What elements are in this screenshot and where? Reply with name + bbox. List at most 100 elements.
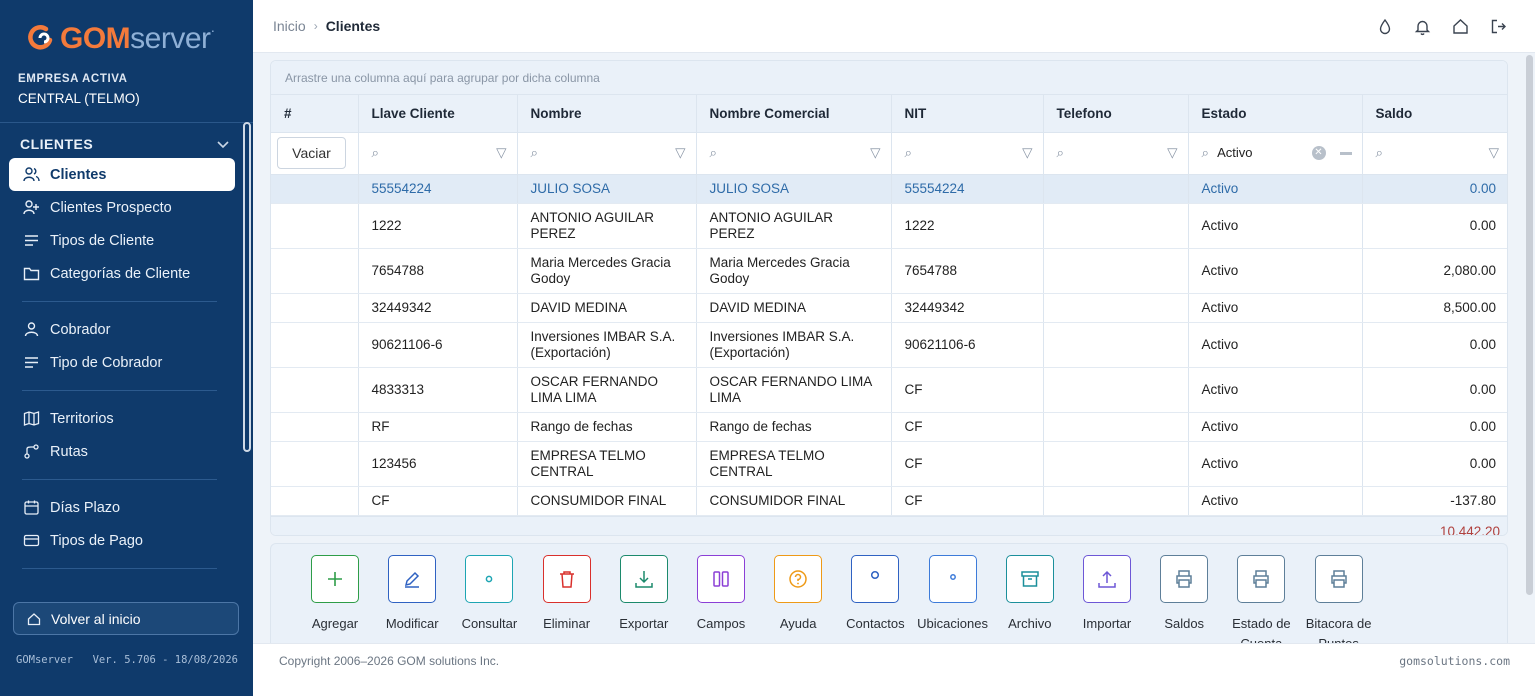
cell-telefono[interactable] xyxy=(1043,412,1189,442)
cell-index[interactable] xyxy=(271,174,359,204)
modificar-button[interactable]: Modificar xyxy=(373,555,451,634)
pencil-icon[interactable] xyxy=(388,555,437,603)
sidebar-item-tipos-pago[interactable]: Tipos de Pago xyxy=(9,524,235,557)
cell-telefono[interactable] xyxy=(1043,322,1189,368)
column-header-telefono[interactable]: Telefono xyxy=(1043,95,1189,133)
filter-nombre[interactable]: ⌕ ▽ xyxy=(517,132,697,175)
printer-icon[interactable] xyxy=(1160,555,1209,603)
archivo-button[interactable]: Archivo xyxy=(991,555,1069,634)
cell-telefono[interactable] xyxy=(1043,441,1189,487)
table-row[interactable]: 123456 EMPRESA TELMO CENTRAL EMPRESA TELMO… xyxy=(271,441,1507,487)
cell-nit[interactable]: CF xyxy=(891,486,1044,516)
cell-nit[interactable]: 55554224 xyxy=(891,174,1044,204)
table-row[interactable]: CF CONSUMIDOR FINAL CONSUMIDOR FINAL CF Acti… xyxy=(271,486,1507,516)
trash-icon[interactable] xyxy=(542,555,591,603)
sidebar-item-territorios[interactable]: Territorios xyxy=(9,402,235,435)
cell-estado[interactable]: Activo xyxy=(1188,486,1363,516)
column-header-index[interactable]: # xyxy=(271,95,359,133)
printer-icon[interactable] xyxy=(1314,555,1363,603)
agregar-button[interactable]: Agregar xyxy=(296,555,374,634)
cell-index[interactable] xyxy=(271,441,359,487)
cell-comercial[interactable]: DAVID MEDINA xyxy=(696,293,892,323)
table-row[interactable]: 4833313 OSCAR FERNANDO LIMA LIMA OSCAR FER… xyxy=(271,367,1507,413)
filter-icon[interactable]: ▽ xyxy=(1488,145,1499,160)
eye-icon[interactable] xyxy=(465,555,514,603)
column-header-estado[interactable]: Estado xyxy=(1188,95,1363,133)
group-by-drop-area[interactable]: Arrastre una columna aquí para agrupar p… xyxy=(271,61,1507,95)
breadcrumb-home[interactable]: Inicio xyxy=(273,18,306,34)
estado-de-cuenta-button[interactable]: Estado de Cuenta xyxy=(1222,555,1300,643)
cell-saldo[interactable]: 0.00 xyxy=(1362,203,1507,249)
cell-estado[interactable]: Activo xyxy=(1188,174,1363,204)
cell-nombre[interactable]: DAVID MEDINA xyxy=(517,293,697,323)
cell-telefono[interactable] xyxy=(1043,248,1189,294)
cell-nombre[interactable]: Maria Mercedes Gracia Godoy xyxy=(517,248,697,294)
cell-nombre[interactable]: ANTONIO AGUILAR PEREZ xyxy=(517,203,697,249)
map-pin-icon[interactable] xyxy=(928,555,977,603)
filter-icon[interactable]: ▽ xyxy=(496,145,507,160)
cell-nit[interactable]: 90621106-6 xyxy=(891,322,1044,368)
campos-button[interactable]: Campos xyxy=(682,555,760,634)
saldos-button[interactable]: Saldos xyxy=(1145,555,1223,634)
cell-comercial[interactable]: Maria Mercedes Gracia Godoy xyxy=(696,248,892,294)
cell-comercial[interactable]: EMPRESA TELMO CENTRAL xyxy=(696,441,892,487)
filter-comercial[interactable]: ⌕ ▽ xyxy=(696,132,892,175)
table-row[interactable]: 1222 ANTONIO AGUILAR PEREZ ANTONIO AGUILAR… xyxy=(271,203,1507,249)
sidebar-item-cobrador[interactable]: Cobrador xyxy=(9,313,235,346)
table-row[interactable]: RF Rango de fechas Rango de fechas CF Activo… xyxy=(271,412,1507,442)
columns-icon[interactable] xyxy=(697,555,745,603)
cell-nit[interactable]: 32449342 xyxy=(891,293,1044,323)
theme-drop-icon[interactable] xyxy=(1374,16,1395,37)
sidebar-scrollbar[interactable] xyxy=(243,122,251,452)
cell-index[interactable] xyxy=(271,203,359,249)
eliminar-button[interactable]: Eliminar xyxy=(528,555,606,634)
cell-nit[interactable]: CF xyxy=(891,367,1044,413)
contactos-button[interactable]: Contactos xyxy=(836,555,914,634)
cell-estado[interactable]: Activo xyxy=(1188,203,1363,249)
cell-llave[interactable]: 7654788 xyxy=(358,248,518,294)
cell-telefono[interactable] xyxy=(1043,367,1189,413)
cell-llave[interactable]: 1222 xyxy=(358,203,518,249)
cell-estado[interactable]: Activo xyxy=(1188,248,1363,294)
vaciar-filters-button[interactable]: Vaciar xyxy=(277,137,346,169)
cell-nombre[interactable]: OSCAR FERNANDO LIMA LIMA xyxy=(517,367,697,413)
filter-icon[interactable]: ▽ xyxy=(1167,145,1178,160)
cell-nombre[interactable]: Inversiones IMBAR S.A. (Exportación) xyxy=(517,322,697,368)
cell-saldo[interactable]: 0.00 xyxy=(1362,174,1507,204)
cell-telefono[interactable] xyxy=(1043,174,1189,204)
contact-icon[interactable] xyxy=(851,555,900,603)
cell-telefono[interactable] xyxy=(1043,203,1189,249)
cell-nombre[interactable]: Rango de fechas xyxy=(517,412,697,442)
help-icon[interactable] xyxy=(774,555,823,603)
cell-comercial[interactable]: Rango de fechas xyxy=(696,412,892,442)
cell-saldo[interactable]: 8,500.00 xyxy=(1362,293,1507,323)
column-header-nombre[interactable]: Nombre xyxy=(517,95,697,133)
home-icon[interactable] xyxy=(1450,16,1471,37)
sidebar-item-categorias-cliente[interactable]: Categorías de Cliente xyxy=(9,257,235,290)
cell-comercial[interactable]: ANTONIO AGUILAR PEREZ xyxy=(696,203,892,249)
sidebar-item-dias-plazo[interactable]: Días Plazo xyxy=(9,491,235,524)
cell-saldo[interactable]: -137.80 xyxy=(1362,486,1507,516)
cell-saldo[interactable]: 0.00 xyxy=(1362,322,1507,368)
cell-nit[interactable]: CF xyxy=(891,412,1044,442)
filter-telefono[interactable]: ⌕ ▽ xyxy=(1043,132,1189,175)
cell-telefono[interactable] xyxy=(1043,293,1189,323)
sidebar-item-tipo-cobrador[interactable]: Tipo de Cobrador xyxy=(9,346,235,379)
cell-index[interactable] xyxy=(271,293,359,323)
cell-estado[interactable]: Activo xyxy=(1188,367,1363,413)
upload-icon[interactable] xyxy=(1083,555,1131,603)
column-header-nit[interactable]: NIT xyxy=(891,95,1044,133)
cell-estado[interactable]: Activo xyxy=(1188,412,1363,442)
table-row[interactable]: 7654788 Maria Mercedes Gracia Godoy Maria … xyxy=(271,248,1507,294)
sidebar-item-clientes[interactable]: Clientes xyxy=(9,158,235,191)
importar-button[interactable]: Importar xyxy=(1068,555,1146,634)
cell-nit[interactable]: CF xyxy=(891,441,1044,487)
cell-llave[interactable]: CF xyxy=(358,486,518,516)
cell-estado[interactable]: Activo xyxy=(1188,441,1363,487)
column-header-saldo[interactable]: Saldo xyxy=(1362,95,1507,133)
cell-nit[interactable]: 7654788 xyxy=(891,248,1044,294)
section-clientes-toggle[interactable]: CLIENTES xyxy=(20,136,230,152)
cell-comercial[interactable]: JULIO SOSA xyxy=(696,174,892,204)
cell-llave[interactable]: 55554224 xyxy=(358,174,518,204)
main-scrollbar[interactable] xyxy=(1526,55,1533,595)
